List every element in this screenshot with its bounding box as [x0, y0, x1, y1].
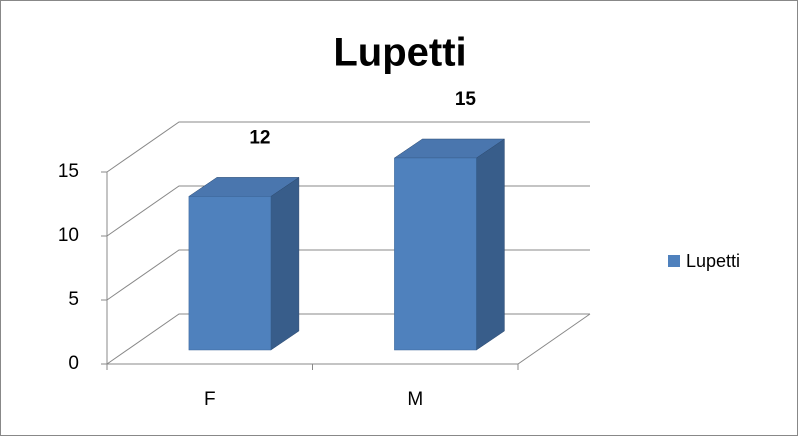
data-label: 15 [455, 89, 477, 110]
y-tick-label: 15 [58, 161, 79, 182]
legend-label: Lupetti [686, 251, 740, 271]
chart-title: Lupetti [333, 31, 466, 75]
legend-swatch [668, 255, 680, 267]
x-tick-label: M [407, 389, 423, 410]
data-label: 12 [249, 127, 270, 148]
y-tick-label: 0 [68, 353, 79, 374]
grid-line [106, 121, 590, 173]
y-tick-label: 10 [58, 225, 79, 246]
y-tick-label: 5 [68, 289, 79, 310]
bar-side [476, 138, 505, 351]
x-tick-label: F [204, 389, 216, 410]
bar [394, 157, 477, 351]
bar-side [270, 176, 300, 351]
bar [188, 196, 272, 351]
